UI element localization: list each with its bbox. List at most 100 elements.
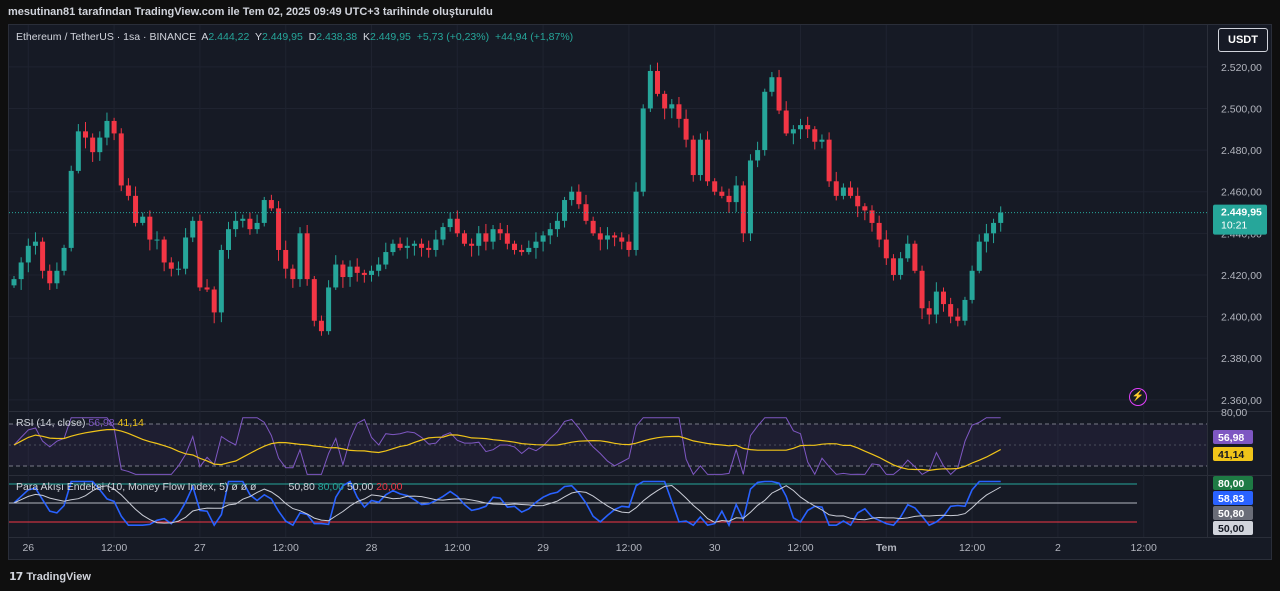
- candle-body: [268, 200, 274, 209]
- candle-body: [712, 181, 718, 192]
- change2-value: +44,94 (+1,87%): [494, 31, 574, 43]
- mfi-title[interactable]: Para Akışı Endeksi (10, Money Flow Index…: [16, 481, 229, 493]
- rsi-title[interactable]: RSI (14, close): [16, 417, 86, 429]
- tradingview-mark-icon: 17: [9, 570, 23, 583]
- candle-body: [783, 110, 789, 134]
- candle-body: [161, 239, 167, 263]
- candle-body: [61, 247, 67, 271]
- high-label: Y: [254, 31, 262, 43]
- candle-body: [361, 272, 367, 275]
- mfi-upper-tag-bg: [1213, 476, 1253, 490]
- y-tick-label: 2.500,00: [1221, 103, 1262, 115]
- candle-body: [719, 191, 725, 196]
- candle-body: [998, 212, 1004, 223]
- candle-body: [261, 200, 267, 223]
- candle-body: [612, 235, 618, 238]
- rsi-legend-value: 56,98: [88, 417, 115, 429]
- candle-body: [697, 139, 703, 176]
- candle-body: [376, 264, 382, 271]
- y-tick-label: 2.420,00: [1221, 270, 1262, 282]
- candle-body: [790, 129, 796, 134]
- mfi-value-tag-bg: [1213, 491, 1253, 505]
- candle-body: [197, 220, 203, 288]
- candle-body: [476, 233, 482, 246]
- candle-body: [840, 187, 846, 196]
- close-value: 2.449,95: [370, 31, 411, 43]
- candle-body: [32, 241, 38, 246]
- tradingview-logo[interactable]: 17 TradingView: [9, 570, 91, 583]
- candle-body: [168, 262, 174, 269]
- x-tick-label: 26: [22, 542, 34, 554]
- x-tick-label: 29: [537, 542, 549, 554]
- candle-body: [669, 104, 675, 109]
- candle-body: [483, 233, 489, 242]
- currency-button[interactable]: USDT: [1218, 28, 1268, 52]
- mfi-ma-legend: 50,80: [288, 481, 315, 493]
- candle-body: [354, 266, 360, 273]
- candle-body: [576, 191, 582, 205]
- x-tick-label: 12:00: [959, 542, 985, 554]
- lightning-icon[interactable]: ⚡: [1129, 388, 1147, 406]
- candle-body: [311, 279, 317, 321]
- x-tick-label: 12:00: [101, 542, 127, 554]
- candle-body: [540, 235, 546, 242]
- candle-body: [75, 131, 81, 171]
- candle-body: [297, 233, 303, 280]
- candle-body: [490, 229, 496, 242]
- mfi-lower-legend: 20,00: [376, 481, 403, 493]
- footer: 17 TradingView: [0, 562, 1280, 591]
- candle-body: [504, 233, 510, 244]
- candle-body: [740, 185, 746, 234]
- candle-body: [848, 187, 854, 196]
- candle-body: [890, 258, 896, 275]
- candle-body: [933, 291, 939, 315]
- mfi-value-tag: 58,83: [1218, 493, 1244, 505]
- rsi-ma-line: [13, 428, 1001, 472]
- price-tag-countdown: 10:21: [1221, 220, 1247, 232]
- candle-body: [762, 91, 768, 151]
- candle-body: [776, 77, 782, 111]
- rsi-ma-legend-value: 41,14: [117, 417, 144, 429]
- candle-body: [68, 170, 74, 248]
- candle-body: [898, 258, 904, 275]
- candle-body: [562, 200, 568, 221]
- mfi-ma-line: [13, 484, 1001, 524]
- open-label: A: [201, 31, 209, 43]
- candle-body: [454, 218, 460, 234]
- candle-body: [83, 131, 88, 138]
- candle-body: [318, 320, 324, 332]
- mfi-mid-legend: 50,00: [346, 481, 374, 493]
- chart-frame[interactable]: [8, 24, 1272, 560]
- open-value: 2.444,22: [208, 31, 250, 43]
- symbol-name[interactable]: Ethereum / TetherUS · 1sa · BINANCE: [16, 31, 197, 43]
- candle-body: [333, 264, 339, 288]
- candle-body: [18, 262, 24, 280]
- rsi-tag-bg: [1213, 430, 1253, 444]
- candle-body: [47, 270, 53, 284]
- candle-body: [690, 139, 696, 176]
- candle-body: [183, 237, 189, 269]
- x-tick-label: 12:00: [787, 542, 813, 554]
- candle-body: [812, 129, 818, 142]
- candle-body: [597, 233, 603, 240]
- candle-body: [798, 125, 803, 130]
- candle-body: [111, 120, 117, 134]
- mfi-upper-tag: 80,00: [1218, 478, 1244, 490]
- mfi-mid-tag-bg: [1213, 521, 1253, 535]
- candle-body: [254, 222, 260, 230]
- y-tick-label: 2.400,00: [1221, 312, 1262, 324]
- candle-body: [11, 279, 17, 286]
- candle-body: [247, 218, 253, 230]
- candle-body: [955, 316, 961, 321]
- candle-body: [755, 150, 761, 161]
- change-value: +5,73 (+0,23%): [416, 31, 490, 43]
- rsi-legend: RSI (14, close) 56,98 41,14: [16, 417, 144, 429]
- rsi-tag-value: 56,98: [1218, 432, 1244, 444]
- candle-body: [869, 210, 875, 223]
- candle-body: [226, 229, 231, 250]
- candle-body: [461, 233, 467, 244]
- candle-body: [747, 160, 753, 234]
- attribution-text: mesutinan81 tarafından TradingView.com i…: [8, 6, 493, 18]
- candle-body: [547, 229, 553, 236]
